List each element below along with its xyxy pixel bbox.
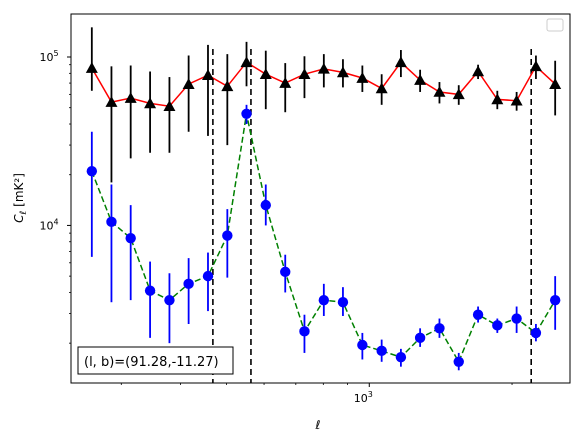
data-series-layer [85, 27, 562, 371]
y-axis-label-symbol: C [12, 214, 26, 223]
series-1-point-9 [260, 199, 271, 211]
series-0-point-17 [414, 74, 427, 85]
svg-text:Cℓ[mK²]: Cℓ [mK²] [12, 173, 29, 223]
series-0-point-24 [549, 78, 562, 89]
series-1-point-0 [86, 165, 98, 177]
series-0-point-16 [394, 56, 407, 68]
vertical-marker-lines [212, 49, 533, 383]
series-0-point-11 [298, 68, 311, 80]
plot-background [71, 14, 570, 383]
y-axis-label-subscript: ℓ [19, 211, 29, 216]
series-1-point-19 [453, 356, 464, 367]
series-1-point-21 [492, 320, 503, 331]
series-1-point-14 [357, 339, 368, 351]
series-1-point-23 [530, 327, 542, 339]
y-axis-label: Cℓ [mK²] [12, 173, 29, 223]
series-0-point-13 [336, 66, 349, 78]
y-tick-label-1: 105 [39, 49, 58, 64]
annotation-box: (l, b)=(91.28,-11.27) [77, 346, 234, 375]
series-0-point-9 [259, 68, 272, 80]
series-1-point-1 [106, 216, 117, 228]
legend-box [546, 18, 564, 32]
series-0-point-23 [529, 60, 542, 72]
series-0-point-20 [472, 65, 485, 77]
axis-ticks: 103 104 105 [39, 49, 513, 405]
y-axis-label-unit: [mK²] [12, 173, 26, 207]
series-0-point-12 [317, 62, 330, 74]
series-1 [86, 104, 561, 371]
series-0-point-5 [182, 78, 195, 89]
series-0-point-2 [124, 92, 137, 103]
series-1-point-15 [376, 345, 387, 357]
series-0-point-7 [221, 80, 234, 92]
series-1-point-24 [549, 294, 561, 306]
series-0-point-3 [144, 97, 157, 109]
series-0-point-18 [433, 85, 446, 97]
series-1-point-5 [183, 278, 194, 290]
plot-frame [70, 13, 571, 384]
series-1-point-4 [164, 294, 175, 306]
series-1-point-12 [318, 294, 330, 306]
x-axis-label: ℓ [315, 418, 321, 432]
y-tick-label-0: 104 [39, 217, 58, 232]
series-1-point-3 [144, 285, 156, 296]
series-0-point-19 [452, 88, 465, 100]
series-1-point-7 [222, 230, 233, 241]
annotation-text: (l, b)=(91.28,-11.27) [84, 355, 219, 370]
series-1-point-22 [511, 313, 522, 324]
series-0-point-21 [491, 93, 504, 105]
series-1-point-6 [202, 270, 214, 282]
series-0 [85, 27, 562, 183]
series-1-point-16 [395, 352, 407, 363]
series-1-point-18 [434, 323, 445, 334]
series-0-point-10 [279, 77, 292, 88]
series-1-point-2 [125, 232, 136, 244]
series-0-point-14 [356, 72, 369, 83]
series-1-point-20 [472, 309, 484, 320]
series-1-point-10 [280, 266, 291, 278]
x-tick-label-0: 103 [354, 390, 373, 405]
series-1-point-11 [299, 326, 310, 337]
series-0-point-22 [510, 94, 523, 106]
series-1-point-17 [414, 332, 426, 344]
series-1-point-13 [337, 297, 349, 308]
series-0-point-15 [375, 82, 388, 94]
series-0-point-8 [240, 56, 253, 68]
series-0-point-4 [163, 100, 176, 112]
series-1-point-8 [241, 108, 252, 119]
series-0-point-1 [105, 96, 118, 107]
series-0-point-0 [85, 62, 98, 73]
series-0-point-6 [201, 69, 214, 80]
